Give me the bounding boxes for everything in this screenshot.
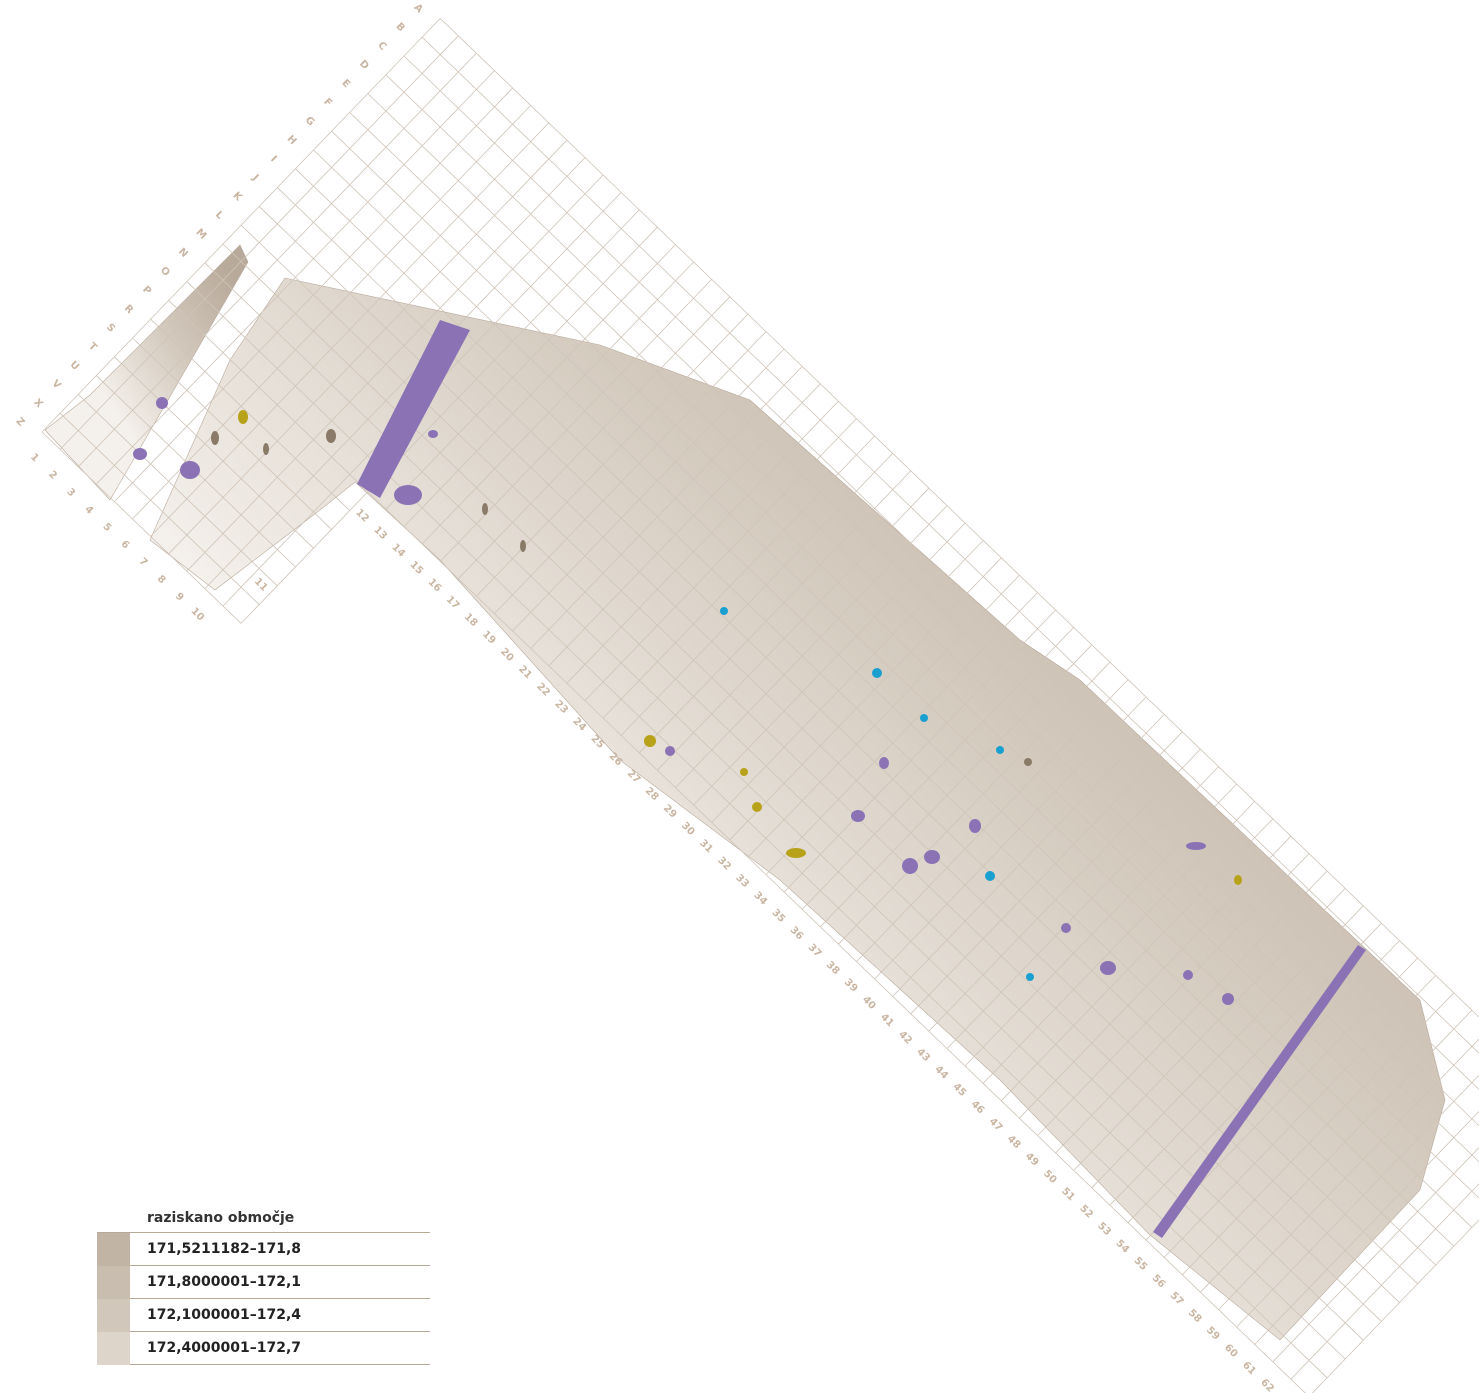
grid-number: 20 (498, 646, 516, 664)
grid-number: 9 (173, 591, 186, 604)
grid-number: 45 (951, 1081, 969, 1099)
grid-number: 22 (534, 681, 552, 699)
grid-letter: K (230, 190, 244, 204)
grid-number: 6 (119, 539, 132, 552)
grid-number: 21 (516, 664, 534, 682)
grid-line (314, 150, 1454, 1246)
grid-number: 15 (408, 559, 426, 577)
grid-number: 35 (770, 907, 788, 925)
grid-number: 7 (137, 556, 150, 569)
grid-number: 38 (824, 959, 842, 977)
legend-item: 172,1000001–172,4 (97, 1299, 430, 1332)
grid-number: 29 (661, 803, 679, 821)
grid-number: 52 (1077, 1203, 1095, 1221)
grid-number: 1 (28, 452, 41, 465)
grid-letter: I (268, 154, 278, 164)
grid-letter: E (339, 78, 352, 91)
grid-number: 58 (1186, 1307, 1204, 1325)
grid-number: 3 (64, 486, 77, 499)
legend-label: 171,8000001–172,1 (130, 1266, 430, 1299)
grid-number: 57 (1168, 1290, 1186, 1308)
grid-number: 41 (878, 1012, 896, 1030)
grid-letter: U (67, 359, 81, 373)
grid-number: 55 (1132, 1255, 1150, 1273)
grid-number: 44 (932, 1064, 950, 1082)
grid-number: 51 (1059, 1186, 1077, 1204)
legend-swatch (97, 1332, 130, 1365)
grid-number: 31 (697, 838, 715, 856)
grid-number: 47 (987, 1116, 1005, 1134)
grid-letter: P (140, 284, 153, 297)
grid-letter: H (285, 133, 299, 147)
legend-item: 171,8000001–172,1 (97, 1266, 430, 1299)
grid-line (332, 131, 1472, 1227)
grid-number: 17 (444, 594, 462, 612)
grid-number: 11 (252, 576, 270, 594)
excavated-area (45, 245, 1445, 1340)
grid-letter: A (411, 2, 424, 15)
grid-letter: X (31, 397, 44, 410)
grid-number: 53 (1095, 1220, 1113, 1238)
grid-letter: D (357, 58, 371, 72)
legend-label: 171,5211182–171,8 (130, 1233, 430, 1266)
grid-letter: V (49, 378, 62, 391)
grid-number: 19 (480, 629, 498, 647)
grid-letter: O (158, 265, 172, 279)
grid-number: 4 (82, 504, 95, 517)
grid-letter: S (104, 322, 117, 335)
grid-number: 49 (1023, 1151, 1041, 1169)
grid-letter: F (321, 96, 334, 109)
grid-number: 32 (715, 855, 733, 873)
grid-number: 42 (896, 1029, 914, 1047)
grid-letter: B (393, 21, 406, 34)
grid-number: 10 (188, 606, 206, 624)
grid-number: 59 (1204, 1325, 1222, 1343)
grid-number: 61 (1240, 1360, 1258, 1378)
grid-number: 33 (733, 872, 751, 890)
legend-swatch (97, 1299, 130, 1332)
grid-letter: C (375, 40, 388, 53)
grid-letter: T (86, 341, 99, 354)
legend-swatch (97, 1266, 130, 1299)
grid-letter: Z (13, 416, 26, 429)
legend-label: 172,4000001–172,7 (130, 1332, 430, 1365)
legend-item: 172,4000001–172,7 (97, 1332, 430, 1365)
grid-number: 8 (155, 573, 168, 586)
grid-number: 36 (788, 925, 806, 943)
legend: raziskano območje 171,5211182–171,8 171,… (97, 1210, 430, 1365)
grid-number: 37 (806, 942, 824, 960)
grid-letter: J (249, 172, 260, 183)
grid-number: 48 (1005, 1133, 1023, 1151)
legend-swatch (97, 1233, 130, 1266)
grid-number: 56 (1150, 1273, 1168, 1291)
grid-number: 18 (462, 611, 480, 629)
grid-number: 34 (751, 890, 769, 908)
legend-title: raziskano območje (97, 1210, 430, 1233)
grid-number: 2 (46, 469, 59, 482)
grid-number: 39 (842, 977, 860, 995)
grid-letter: L (213, 209, 226, 222)
legend-item: 171,5211182–171,8 (97, 1233, 430, 1266)
grid-number: 12 (353, 507, 371, 525)
grid-number: 62 (1258, 1377, 1276, 1393)
grid-letter: M (194, 227, 209, 242)
grid-number: 46 (969, 1099, 987, 1117)
grid-letter: N (176, 246, 190, 260)
legend-label: 172,1000001–172,4 (130, 1299, 430, 1332)
site-map: ZXVUTSRPONMLKJIHGFEDCBA12345678910111213… (0, 0, 1479, 1393)
grid-number: 16 (426, 577, 444, 595)
grid-number: 13 (371, 524, 389, 542)
grid-number: 50 (1041, 1168, 1059, 1186)
grid-number: 54 (1113, 1238, 1131, 1256)
grid-letter: R (122, 303, 135, 316)
grid-number: 60 (1222, 1342, 1240, 1360)
grid-number: 43 (914, 1046, 932, 1064)
grid-number: 30 (679, 820, 697, 838)
grid-number: 14 (389, 542, 407, 560)
grid-number: 5 (100, 521, 113, 534)
grid-number: 40 (860, 994, 878, 1012)
grid-letter: G (303, 115, 317, 129)
